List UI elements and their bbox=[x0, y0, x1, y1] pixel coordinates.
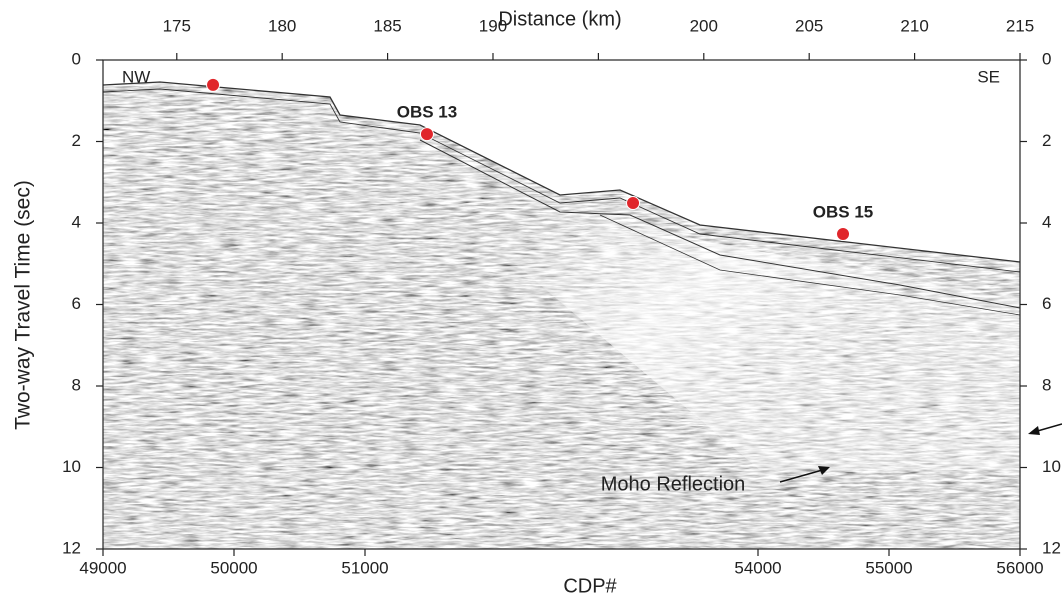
obs-point bbox=[836, 227, 851, 242]
x-tick-label: 56000 bbox=[996, 558, 1043, 577]
x2-tick-label: 205 bbox=[795, 16, 823, 35]
point-label: OBS 15 bbox=[813, 202, 873, 221]
y-tick-label: 6 bbox=[72, 294, 81, 313]
x-tick-label: 55000 bbox=[865, 558, 912, 577]
y2-tick-label: 10 bbox=[1042, 457, 1061, 476]
arrow-head bbox=[1028, 426, 1040, 435]
y2-tick-label: 8 bbox=[1042, 375, 1051, 394]
y2-tick-label: 2 bbox=[1042, 131, 1051, 150]
y-axis-label: Two-way Travel Time (sec) bbox=[12, 180, 35, 430]
x-tick-label: 49000 bbox=[79, 558, 126, 577]
point-label: OBS 13 bbox=[397, 103, 457, 122]
seismic-image bbox=[103, 60, 1020, 549]
x2-tick-label: 185 bbox=[373, 16, 401, 35]
x2-axis-label: Distance (km) bbox=[498, 8, 621, 30]
obs-point bbox=[419, 127, 434, 142]
x-axis-label: CDP# bbox=[563, 575, 617, 597]
y-tick-label: 4 bbox=[72, 212, 81, 231]
y-tick-label: 12 bbox=[62, 538, 81, 557]
x2-tick-label: 210 bbox=[900, 16, 928, 35]
x-tick-label: 51000 bbox=[341, 558, 388, 577]
x2-tick-label: 190 bbox=[479, 16, 507, 35]
x2-tick-label: 175 bbox=[163, 16, 191, 35]
obs-point bbox=[626, 196, 641, 211]
x-tick-label: 54000 bbox=[734, 558, 781, 577]
obs-point bbox=[206, 77, 221, 92]
annotation: NW bbox=[122, 67, 150, 86]
arrow bbox=[779, 468, 827, 483]
x2-tick-label: 215 bbox=[1006, 16, 1034, 35]
y-tick-label: 0 bbox=[72, 49, 81, 68]
x-tick-label: 50000 bbox=[210, 558, 257, 577]
x2-tick-label: 180 bbox=[268, 16, 296, 35]
y2-tick-label: 4 bbox=[1042, 212, 1051, 231]
y-tick-label: 2 bbox=[72, 131, 81, 150]
y-tick-label: 10 bbox=[62, 457, 81, 476]
annotation: Moho Reflection bbox=[601, 473, 746, 495]
y2-tick-label: 6 bbox=[1042, 294, 1051, 313]
annotation: SE bbox=[977, 67, 1000, 86]
y2-tick-label: 0 bbox=[1042, 49, 1051, 68]
x2-tick-label: 200 bbox=[690, 16, 718, 35]
y2-tick-label: 12 bbox=[1042, 538, 1061, 557]
y-tick-label: 8 bbox=[72, 375, 81, 394]
arrow-head bbox=[818, 466, 830, 475]
